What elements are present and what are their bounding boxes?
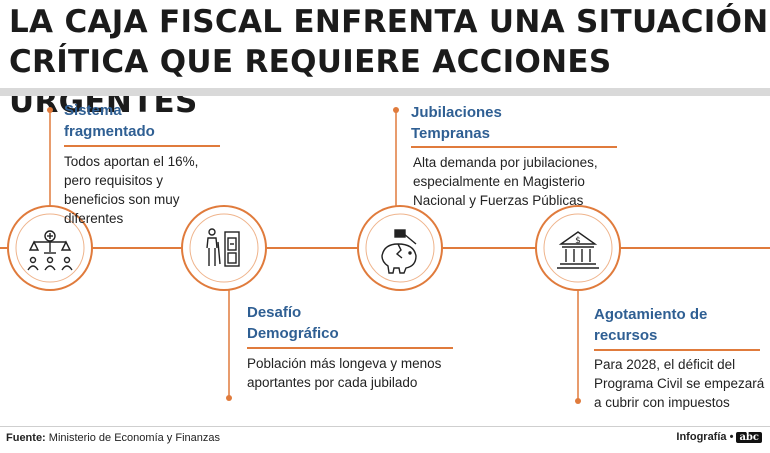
body-line: pero requisitos y: [64, 173, 164, 188]
connector-3: [393, 107, 399, 207]
heading-line-1: Jubilaciones: [411, 104, 502, 121]
item-body: Todos aportan el 16%, pero requisitos y …: [64, 152, 244, 228]
connector-2: [226, 290, 232, 401]
body-line: diferentes: [64, 211, 124, 226]
body-line: Alta demanda por jubilaciones,: [413, 155, 598, 170]
connector-4: [575, 290, 581, 404]
title-line-1: LA CAJA FISCAL ENFRENTA UNA SITUACIÓN: [9, 4, 769, 40]
item-heading: Desafío Demográfico: [247, 302, 339, 344]
svg-text:$: $: [575, 236, 581, 246]
heading-line-2: recursos: [594, 327, 658, 344]
item-heading: Sistema fragmentado: [64, 100, 155, 142]
body-line: beneficios son muy: [64, 192, 180, 207]
circle-4: [535, 205, 621, 291]
header-divider: [0, 88, 770, 96]
item-heading: Agotamiento de recursos: [594, 304, 707, 346]
footer-divider: [0, 426, 770, 427]
heading-underline: [411, 146, 617, 148]
body-line: Nacional y Fuerzas Públicas: [413, 193, 584, 208]
body-line: a cubrir con impuestos: [594, 395, 730, 410]
item-body: Para 2028, el déficit del Programa Civil…: [594, 355, 770, 412]
credit-text: Infografía •: [676, 431, 734, 443]
bank-dollar-icon: $: [557, 231, 599, 269]
body-line: Población más longeva y menos: [247, 356, 442, 371]
heading-line-1: Agotamiento de: [594, 306, 708, 323]
scales-people-icon: [27, 230, 73, 271]
body-line: Para 2028, el déficit del: [594, 357, 736, 372]
body-line: Todos aportan el 16%,: [64, 154, 199, 169]
broken-piggy-bank-icon: [381, 229, 417, 274]
abc-logo: abc: [736, 432, 762, 443]
heading-line-2: Demográfico: [247, 325, 339, 342]
heading-line-2: fragmentado: [64, 123, 155, 140]
page-title: LA CAJA FISCAL ENFRENTA UNA SITUACIÓN CR…: [9, 2, 770, 122]
circle-2: [181, 205, 267, 291]
heading-underline: [594, 349, 760, 351]
source-text: Ministerio de Economía y Finanzas: [48, 432, 220, 444]
source-label: Fuente:: [6, 432, 46, 444]
item-heading: Jubilaciones Tempranas: [411, 102, 502, 144]
source-note: Fuente: Ministerio de Economía y Finanza…: [6, 432, 220, 444]
heading-underline: [64, 145, 220, 147]
heading-line-1: Desafío: [247, 304, 302, 321]
heading-line-1: Sistema: [64, 102, 122, 119]
heading-underline: [247, 347, 453, 349]
body-line: Programa Civil se empezará: [594, 376, 765, 391]
body-line: aportantes por cada jubilado: [247, 375, 418, 390]
item-body: Población más longeva y menos aportantes…: [247, 354, 477, 392]
heading-line-2: Tempranas: [411, 125, 490, 142]
elderly-door-icon: [206, 228, 240, 267]
body-line: especialmente en Magisterio: [413, 174, 585, 189]
credit: Infografía • abc: [676, 431, 762, 443]
connector-1: [47, 107, 53, 207]
item-body: Alta demanda por jubilaciones, especialm…: [413, 153, 633, 210]
